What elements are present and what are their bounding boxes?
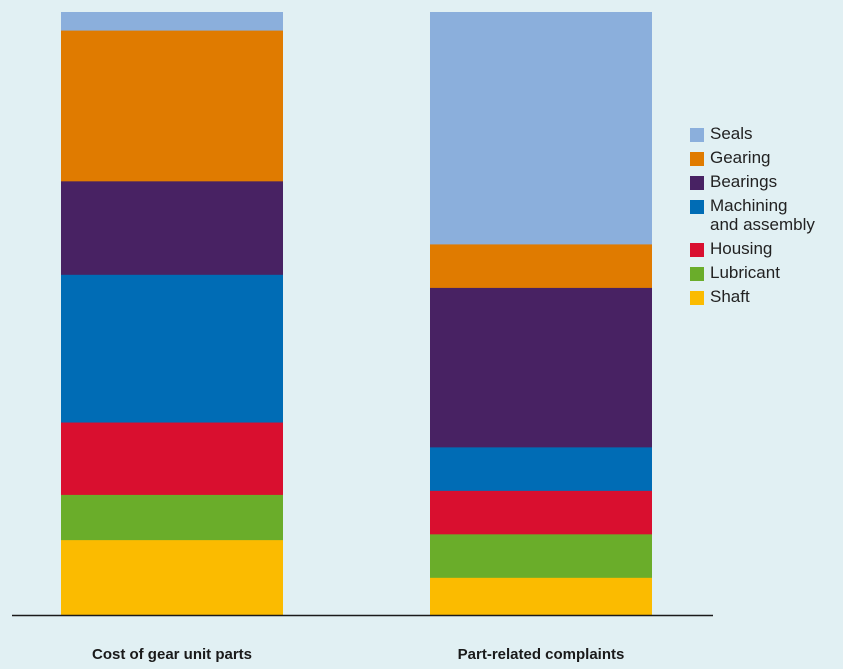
legend-swatch-housing xyxy=(690,243,704,257)
legend-item-lubricant: Lubricant xyxy=(690,263,840,282)
legend-label-machining-and-assembly: Machining and assembly xyxy=(710,196,815,234)
bar-segment-cost-of-gear-unit-parts-bearings xyxy=(61,180,283,275)
legend-item-seals: Seals xyxy=(690,124,840,143)
category-label-cost-of-gear-unit-parts: Cost of gear unit parts xyxy=(91,646,252,663)
legend-label-lubricant: Lubricant xyxy=(710,263,780,282)
legend-swatch-bearings xyxy=(690,176,704,190)
bar-segment-part-related-complaints-seals xyxy=(430,12,652,245)
legend-item-housing: Housing xyxy=(690,239,840,258)
legend-label-shaft: Shaft xyxy=(710,287,750,306)
bar-segment-part-related-complaints-gearing xyxy=(430,243,652,288)
legend-swatch-seals xyxy=(690,128,704,142)
bar-segment-part-related-complaints-housing xyxy=(430,490,652,535)
bar-segment-part-related-complaints-shaft xyxy=(430,577,652,616)
legend-item-bearings: Bearings xyxy=(690,172,840,191)
bar-segment-part-related-complaints-bearings xyxy=(430,287,652,448)
legend-swatch-lubricant xyxy=(690,267,704,281)
legend-label-seals: Seals xyxy=(710,124,753,143)
bar-segment-cost-of-gear-unit-parts-machining-and-assembly xyxy=(61,274,283,423)
legend-swatch-shaft xyxy=(690,291,704,305)
bar-segment-cost-of-gear-unit-parts-seals xyxy=(61,12,283,31)
legend-label-gearing: Gearing xyxy=(710,148,771,167)
legend-swatch-machining-and-assembly xyxy=(690,200,704,214)
bar-segment-part-related-complaints-lubricant xyxy=(430,533,652,578)
legend-item-gearing: Gearing xyxy=(690,148,840,167)
category-label-part-related-complaints: Part-related complaints xyxy=(457,646,625,663)
legend-item-machining-and-assembly: Machining and assembly xyxy=(690,196,840,234)
bar-segment-cost-of-gear-unit-parts-housing xyxy=(61,422,283,495)
bar-segment-cost-of-gear-unit-parts-lubricant xyxy=(61,494,283,541)
legend-swatch-gearing xyxy=(690,152,704,166)
bar-segment-cost-of-gear-unit-parts-shaft xyxy=(61,539,283,616)
legend: Seals Gearing Bearings Machining and ass… xyxy=(690,124,840,311)
bar-segment-cost-of-gear-unit-parts-gearing xyxy=(61,30,283,182)
legend-label-bearings: Bearings xyxy=(710,172,778,191)
bar-segment-part-related-complaints-machining-and-assembly xyxy=(430,446,652,491)
legend-item-shaft: Shaft xyxy=(690,287,840,306)
legend-label-housing: Housing xyxy=(710,239,773,258)
